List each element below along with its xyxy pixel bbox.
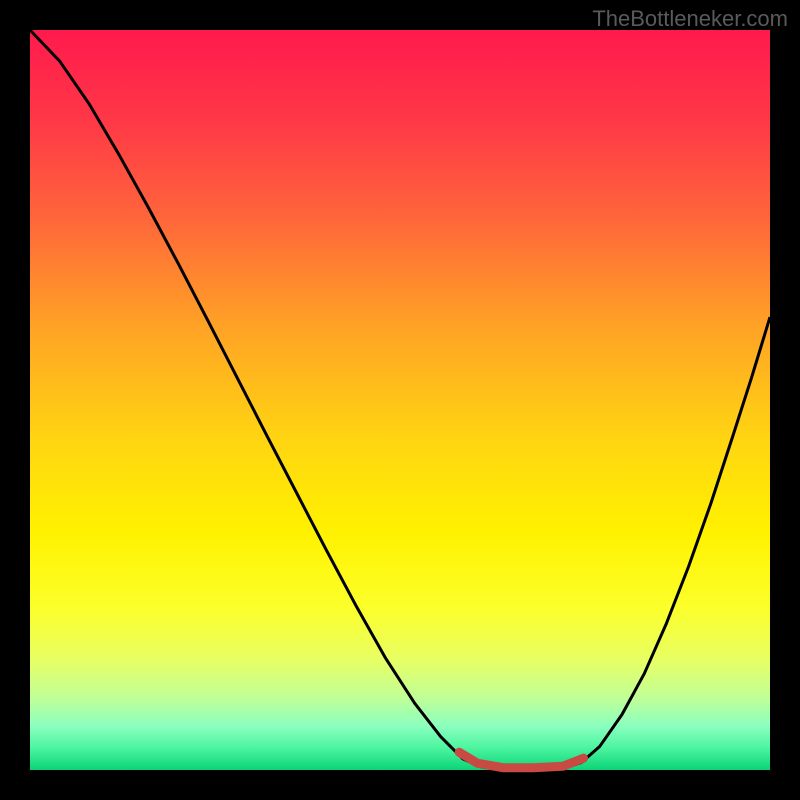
watermark-text: TheBottleneker.com	[592, 6, 788, 32]
bottleneck-chart: TheBottleneker.com	[0, 0, 800, 800]
chart-svg	[0, 0, 800, 800]
chart-plot-bg	[30, 30, 770, 770]
